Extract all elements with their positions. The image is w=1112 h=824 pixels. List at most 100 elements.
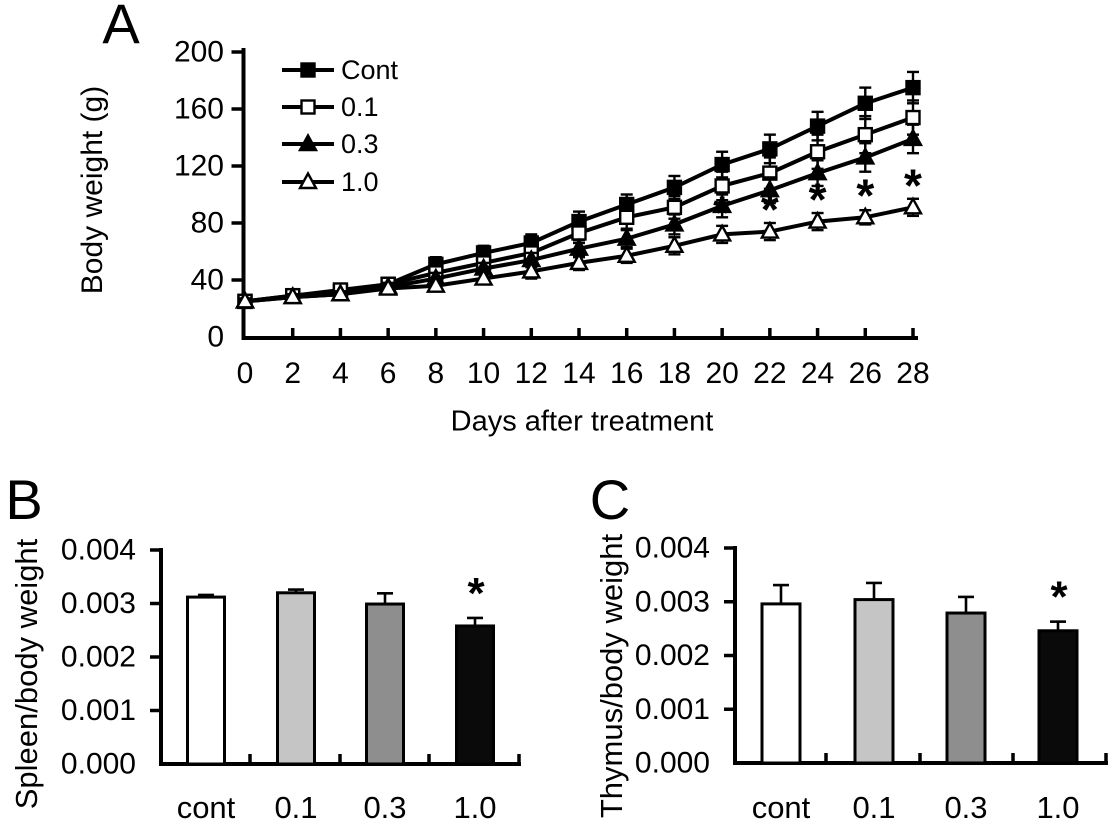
open-square-marker [809,144,826,160]
bar-rect [186,595,226,766]
open-triangle-marker [568,251,590,271]
bar-1.0: 1.0 * [453,569,496,824]
series-1.0: * * * * * [234,159,924,309]
bar-0.3: 0.3 [363,592,407,824]
y-tick-label: 0.003 [635,585,710,618]
legend-label: 1.0 [341,167,379,197]
bar-rect [455,624,495,766]
bar-0.3: 0.3 [944,595,988,824]
open-square-marker [666,199,683,216]
open-triangle-marker [282,286,303,305]
filled-triangle-marker [664,213,685,232]
bar-rect [365,602,405,766]
significance-asterisk: * [713,186,731,238]
y-tick-label: 0.004 [635,532,710,565]
open-triangle-marker [616,244,637,263]
filled-square-marker [905,79,921,96]
bar-rect [1037,629,1079,765]
legend-item-0.3: 0.3 [282,129,379,159]
filled-triangle-marker [712,194,733,214]
filled-square-marker [714,156,730,173]
bar-1.0: 1.0 * [1036,573,1079,824]
open-triangle-marker [902,196,924,215]
bar-rect [945,611,987,765]
open-square-marker [300,99,316,115]
x-tick-label: 8 [428,357,445,390]
filled-triangle-marker [807,162,828,181]
open-triangle-marker [664,234,685,254]
category-label: 0.3 [363,790,406,824]
x-tick-label: 12 [515,357,548,390]
y-tick-label: 80 [191,207,224,240]
open-square-marker [714,178,730,194]
x-tick-label: 4 [332,357,349,390]
category-label: 1.0 [1036,790,1079,824]
filled-triangle-marker [616,227,637,246]
legend-item-Cont: Cont [282,55,399,85]
y-tick-label: 120 [174,150,224,183]
x-tick-label: 26 [849,357,882,390]
y-tick-label: 0.000 [61,748,136,781]
open-triangle-marker [521,260,542,279]
x-tick-label: 24 [801,357,834,390]
x-tick-label: 18 [658,357,691,390]
open-triangle-marker [425,274,446,293]
significance-asterisk: * [467,569,485,618]
x-tick-label: 20 [705,357,738,390]
category-label: cont [752,790,811,824]
y-tick-label: 0.003 [61,587,136,620]
y-tick-label: 40 [191,264,224,297]
open-square-marker [571,225,587,241]
y-tick-label: 0.002 [635,639,710,672]
open-triangle-marker [759,220,780,239]
filled-square-marker [762,141,778,157]
panel-a-letter: A [102,0,140,55]
significance-asterisk: * [809,174,827,226]
x-tick-label: 28 [896,357,929,390]
bar-0.1: 0.1 [274,588,318,824]
y-tick-label: 0.000 [635,747,710,780]
y-tick-label: 200 [174,36,224,69]
category-label: 0.3 [944,790,987,824]
open-square-marker [857,126,873,143]
category-label: 0.1 [852,790,895,824]
open-triangle-marker [297,171,319,190]
y-tick-label: 0.002 [61,641,136,674]
legend-label: 0.3 [341,129,379,159]
open-triangle-marker [330,283,351,302]
bar-0.1: 0.1 [852,581,896,824]
panel-b-bar-chart: 0.000 0.001 0.002 0.003 0.004 cont 0.1 0.3 1.0 * [61,534,521,824]
significance-asterisk: * [1050,573,1068,622]
panel-b-letter: B [5,468,43,531]
significance-asterisk: * [856,169,874,221]
category-label: 0.1 [274,790,317,824]
open-triangle-marker [807,210,828,229]
y-tick-label: 0.001 [61,694,136,727]
open-triangle-marker [473,267,494,286]
x-tick-label: 22 [753,357,786,390]
panel-a-x-axis-title: Days after treatment [450,405,714,438]
bar-cont: cont [177,593,236,824]
significance-asterisk: * [904,159,922,211]
y-tick-label: 160 [174,93,224,126]
x-tick-label: 16 [610,357,643,390]
filled-square-marker [666,179,683,196]
y-tick-label: 0.001 [635,693,710,726]
legend-label: Cont [341,55,399,85]
open-triangle-marker [234,290,256,309]
legend-item-0.1: 0.1 [282,92,379,122]
filled-triangle-marker [297,133,319,152]
filled-square-marker [857,95,873,112]
open-triangle-marker [712,223,733,242]
significance-asterisk: * [761,184,779,236]
x-tick-label: 0 [237,357,254,390]
bar-cont: cont [752,583,811,824]
bar-rect [853,598,895,765]
bar-rect [276,591,316,766]
filled-triangle-marker [855,146,876,165]
open-square-marker [619,209,635,226]
open-square-marker [905,109,921,126]
